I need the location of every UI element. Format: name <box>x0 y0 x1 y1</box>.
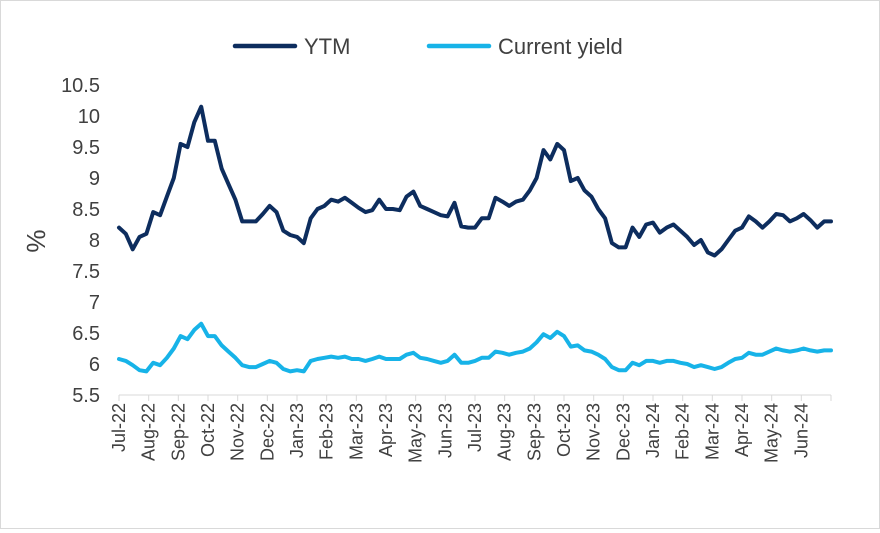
y-tick-label: 10 <box>78 106 100 128</box>
x-tick-label: Nov-22 <box>228 403 248 461</box>
x-tick-label: Apr-23 <box>376 403 396 457</box>
y-tick-label: 6.5 <box>72 323 100 345</box>
x-tick-label: Dec-22 <box>257 403 277 461</box>
y-tick-label: 9.5 <box>72 137 100 159</box>
legend: YTM Current yield <box>232 34 623 59</box>
x-tick-label: Mar-23 <box>346 403 366 460</box>
x-tick-label: Feb-24 <box>673 403 693 460</box>
x-tick-label: Jun-23 <box>435 403 455 458</box>
x-tick-label: Sep-23 <box>524 403 544 461</box>
x-tick-label: Mar-24 <box>702 403 722 460</box>
x-tick-label: Sep-22 <box>168 403 188 461</box>
y-axis-label: % <box>21 229 51 252</box>
x-tick-label: May-24 <box>762 403 782 463</box>
x-tick-label: Jul-22 <box>109 403 129 452</box>
x-axis-ticks: Jul-22 Aug-22 Sep-22 Oct-22 Nov-22 Dec-22 Jan-… <box>109 395 832 463</box>
x-tick-label: Dec-23 <box>613 403 633 461</box>
y-tick-label: 5.5 <box>72 385 100 407</box>
x-tick-label: Apr-24 <box>732 403 752 457</box>
y-tick-label: 8.5 <box>72 199 100 221</box>
x-tick-label: Aug-22 <box>139 403 159 461</box>
x-tick-label: Aug-23 <box>495 403 515 461</box>
x-tick-label: Jul-23 <box>465 403 485 452</box>
x-tick-label: May-23 <box>406 403 426 463</box>
y-tick-label: 8 <box>89 230 100 252</box>
y-tick-label: 6 <box>89 354 100 376</box>
x-tick-label: Jan-23 <box>287 403 307 458</box>
x-tick-label: Feb-23 <box>317 403 337 460</box>
series-line-ytm <box>117 104 833 258</box>
x-tick-label: Nov-23 <box>584 403 604 461</box>
legend-label-ytm: YTM <box>304 34 350 59</box>
legend-label-current-yield: Current yield <box>498 34 623 59</box>
series-line-current-yield <box>117 321 833 374</box>
series-lines <box>117 104 833 374</box>
x-tick-label: Jan-24 <box>643 403 663 458</box>
y-axis-ticks: 10.5 10 9.5 9 8.5 8 7.5 7 6.5 6 5.5 <box>61 75 100 407</box>
x-tick-label: Oct-22 <box>198 403 218 457</box>
x-tick-label: Jun-24 <box>791 403 811 458</box>
y-tick-label: 10.5 <box>61 75 100 97</box>
x-tick-label: Oct-23 <box>554 403 574 457</box>
y-tick-label: 9 <box>89 168 100 190</box>
y-tick-label: 7 <box>89 292 100 314</box>
y-tick-label: 7.5 <box>72 261 100 283</box>
